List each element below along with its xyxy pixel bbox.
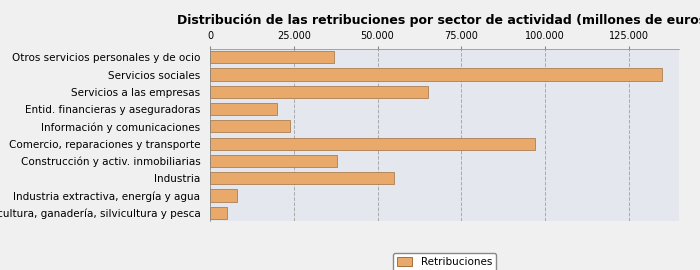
- Bar: [210, 138, 535, 150]
- Legend: Retribuciones: Retribuciones: [393, 253, 496, 270]
- Bar: [210, 120, 290, 132]
- Bar: [210, 86, 428, 98]
- Bar: [210, 103, 277, 115]
- Bar: [210, 190, 237, 201]
- Bar: [210, 207, 227, 219]
- Bar: [210, 51, 334, 63]
- Bar: [210, 172, 394, 184]
- Bar: [210, 155, 337, 167]
- Bar: [210, 69, 662, 80]
- Title: Distribución de las retribuciones por sector de actividad (millones de euros): Distribución de las retribuciones por se…: [177, 14, 700, 27]
